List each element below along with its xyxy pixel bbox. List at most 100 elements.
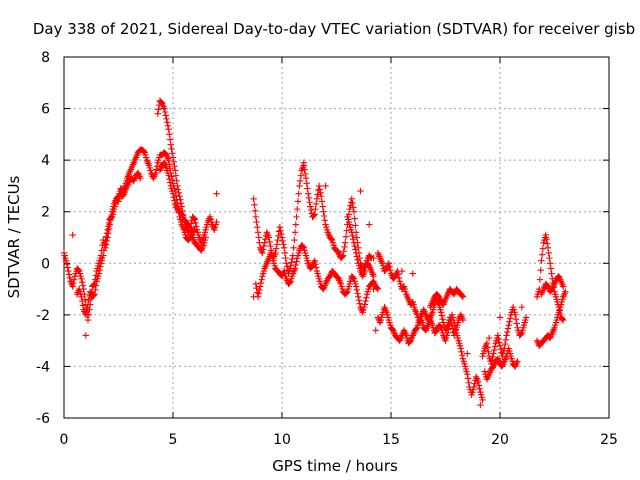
data-point [539, 245, 547, 252]
data-point [281, 249, 289, 257]
data-point [213, 218, 220, 226]
x-tick-label: 15 [382, 432, 400, 448]
data-point [538, 251, 546, 258]
data-point [353, 286, 361, 294]
data-point [343, 289, 350, 296]
y-tick-label: 6 [41, 102, 50, 118]
data-point [387, 266, 394, 274]
data-point [256, 286, 263, 294]
data-point [484, 344, 491, 351]
data-point [459, 352, 466, 359]
data-point [357, 187, 364, 195]
data-point [496, 342, 504, 349]
data-point [307, 206, 315, 214]
data-point [162, 112, 169, 119]
data-point [339, 252, 347, 259]
data-point [362, 297, 369, 305]
y-tick-label: 2 [41, 205, 50, 221]
data-point [536, 276, 544, 283]
data-point [102, 236, 109, 244]
data-point [153, 162, 161, 170]
data-point [490, 346, 498, 354]
data-point [257, 279, 265, 287]
data-point [320, 208, 327, 215]
data-point [294, 198, 302, 205]
data-point [464, 375, 472, 382]
x-tick-label: 20 [491, 432, 509, 448]
data-point [170, 158, 177, 166]
data-point [503, 332, 510, 339]
data-point [352, 246, 359, 253]
data-point [192, 219, 199, 227]
data-point [105, 219, 113, 227]
data-point [513, 320, 520, 327]
data-point [100, 247, 108, 254]
data-point [254, 229, 262, 236]
data-point [483, 340, 491, 347]
data-point [476, 385, 483, 392]
data-point [290, 244, 297, 252]
data-point [307, 203, 314, 210]
data-point [288, 255, 296, 263]
data-point [171, 197, 178, 204]
data-point [253, 218, 260, 226]
data-point [84, 316, 92, 324]
data-point [317, 189, 324, 197]
y-tick-label: -4 [36, 359, 50, 375]
data-point [348, 229, 355, 236]
x-tick-label: 10 [273, 432, 291, 448]
data-point [174, 182, 181, 190]
data-point [175, 189, 183, 197]
data-point [260, 242, 268, 250]
data-point [475, 378, 482, 386]
data-point [350, 236, 357, 243]
data-point [258, 276, 265, 283]
data-point [506, 318, 513, 325]
axis-ticks [63, 56, 610, 419]
data-point [328, 236, 335, 243]
data-point [352, 222, 359, 229]
data-point [395, 271, 402, 278]
data-point [85, 297, 92, 304]
data-points [60, 97, 569, 409]
data-point [398, 267, 406, 275]
data-point [349, 199, 356, 207]
data-point [250, 195, 257, 203]
data-point [108, 214, 115, 221]
data-point [92, 282, 100, 289]
data-point [255, 290, 262, 297]
data-point [372, 327, 379, 334]
data-point [346, 205, 353, 213]
data-point [459, 316, 467, 324]
data-point [202, 234, 209, 241]
data-point [178, 203, 185, 210]
data-point [259, 246, 267, 253]
data-point [386, 263, 393, 270]
data-point [293, 258, 300, 265]
data-point [343, 227, 350, 234]
data-point [165, 156, 172, 164]
data-point [312, 264, 320, 271]
data-point [413, 325, 420, 332]
data-point [464, 350, 471, 357]
y-axis-label: SDTVAR / TECUs [5, 175, 23, 298]
x-tick-label: 25 [600, 432, 618, 448]
data-point [165, 172, 172, 179]
data-point [273, 241, 281, 248]
data-point [548, 270, 555, 277]
data-point [154, 110, 161, 117]
data-point [66, 274, 74, 282]
data-point [283, 260, 290, 267]
data-point [310, 211, 318, 219]
data-point [297, 172, 305, 179]
data-point [176, 193, 183, 200]
data-point [361, 301, 369, 308]
data-point [322, 182, 329, 190]
data-point [90, 291, 97, 299]
data-point [348, 195, 355, 203]
x-tick-label: 5 [169, 432, 178, 448]
data-point [489, 353, 496, 361]
data-point [300, 159, 307, 166]
data-point [354, 290, 361, 297]
